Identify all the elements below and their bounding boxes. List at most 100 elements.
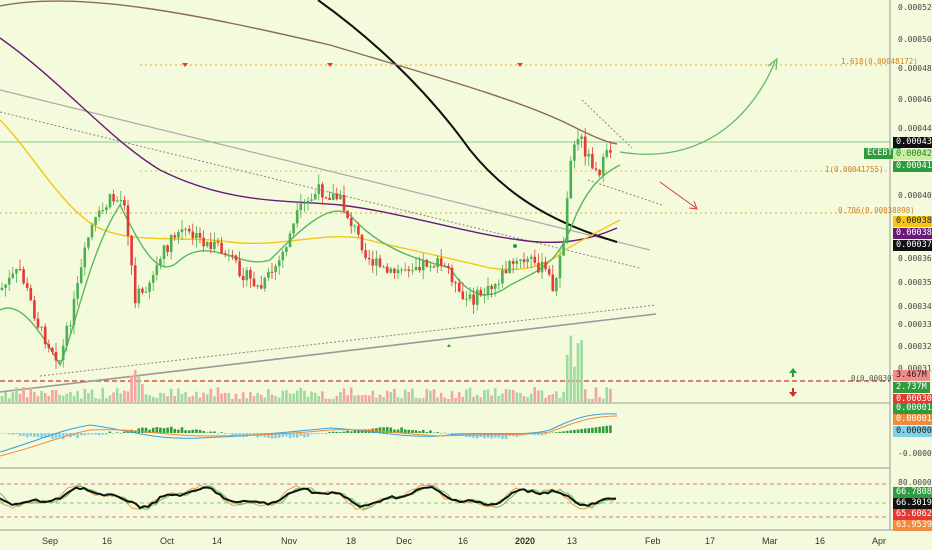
volume-bar [216, 387, 220, 402]
macd-bar [576, 429, 580, 433]
candle-body [497, 283, 501, 285]
candle-body [87, 237, 90, 248]
candle-body [317, 184, 321, 195]
candle-body [295, 210, 299, 224]
volume-bar [288, 393, 292, 402]
candle-body [130, 235, 133, 266]
candle-body [195, 233, 198, 239]
macd-bar [216, 433, 220, 434]
volume-bar [119, 393, 123, 402]
macd-bar [97, 433, 101, 436]
macd-bar [166, 427, 169, 433]
candle-body [429, 266, 432, 268]
macd-bar [105, 433, 108, 435]
candle-body [519, 259, 522, 261]
volume-bar [389, 391, 393, 402]
macd-bar [162, 428, 166, 433]
candle-body [288, 233, 292, 248]
symbol-label[interactable]: ECEBTC [864, 148, 901, 159]
volume-bar [378, 394, 382, 402]
volume-bar [69, 391, 72, 402]
macd-bar [385, 427, 389, 433]
macd-bar [432, 432, 436, 434]
macd-bar [119, 432, 123, 434]
candle-body [580, 136, 583, 139]
volume-bar [47, 395, 51, 402]
candle-body [162, 245, 166, 259]
volume-bar [317, 396, 321, 402]
volume-bar [227, 393, 231, 402]
fib-marker-2 [327, 63, 333, 67]
macd-bar [436, 432, 439, 433]
candle-body [533, 256, 537, 263]
price-tick: 0.0004400 [898, 124, 932, 133]
volume-bar [101, 387, 105, 402]
volume-bar [36, 396, 40, 402]
macd-bar [573, 429, 576, 433]
volume-bar [252, 396, 256, 402]
macd-bar [339, 432, 342, 433]
macd-bar [155, 427, 159, 433]
volume-bar [393, 388, 396, 402]
macd-bar [475, 433, 479, 439]
macd-bar [400, 427, 403, 433]
price-tick: 0.0005000 [898, 35, 932, 44]
candle-body [425, 259, 429, 267]
volume-bar [209, 388, 213, 402]
volume-bar [151, 396, 155, 402]
candle-body [7, 277, 11, 285]
macd-bar [159, 427, 162, 433]
macd-bar [25, 433, 29, 438]
volume-bar [54, 390, 58, 402]
macd-bar [393, 429, 396, 433]
macd-bar [547, 433, 551, 434]
price-tick: 0.0003300 [898, 320, 932, 329]
ma-purple [0, 37, 618, 244]
volume-bar [421, 397, 425, 402]
volume-bar [33, 391, 36, 402]
macd-bar [342, 431, 346, 433]
volume-tag-sell: 3.467M [893, 370, 930, 381]
macd-bar [130, 429, 133, 433]
candle-body [252, 278, 256, 287]
macd-bar [544, 433, 547, 435]
time-label: 17 [705, 536, 716, 546]
macd-bar [274, 433, 277, 439]
candle-body [173, 235, 177, 238]
circle-marker [513, 244, 517, 248]
volume-bar [25, 397, 29, 402]
candle-body [360, 234, 364, 251]
candle-body [97, 210, 101, 217]
macd-bar [598, 426, 601, 433]
stoch-tag-1: 66.7808558 [893, 487, 932, 498]
volume-bar [447, 398, 450, 402]
candle-body [18, 269, 22, 271]
candle-body [231, 254, 234, 256]
signal-line [0, 415, 618, 457]
macd-bar [382, 427, 385, 433]
macd-bar [540, 433, 544, 436]
candle-body [177, 232, 180, 238]
macd-bar [288, 433, 292, 439]
volume-bar [411, 388, 414, 402]
candle-body [601, 156, 605, 176]
macd-bar [187, 430, 191, 433]
macd-bar [47, 433, 51, 438]
macd-bar [198, 429, 202, 433]
volume-bar [231, 398, 234, 402]
volume-bar [400, 398, 403, 402]
candle-body [504, 269, 508, 274]
volume-bar [76, 391, 79, 402]
candle-body [277, 260, 281, 267]
macd-bar [346, 430, 349, 433]
volume-bar [407, 392, 411, 402]
candle-body [220, 242, 223, 254]
macd-bar [36, 433, 40, 438]
macd-bar [324, 433, 328, 435]
candle-body [94, 216, 97, 225]
volume-bar [342, 388, 346, 402]
candle-body [432, 266, 436, 268]
candle-body [339, 195, 342, 200]
candle-body [151, 274, 155, 283]
